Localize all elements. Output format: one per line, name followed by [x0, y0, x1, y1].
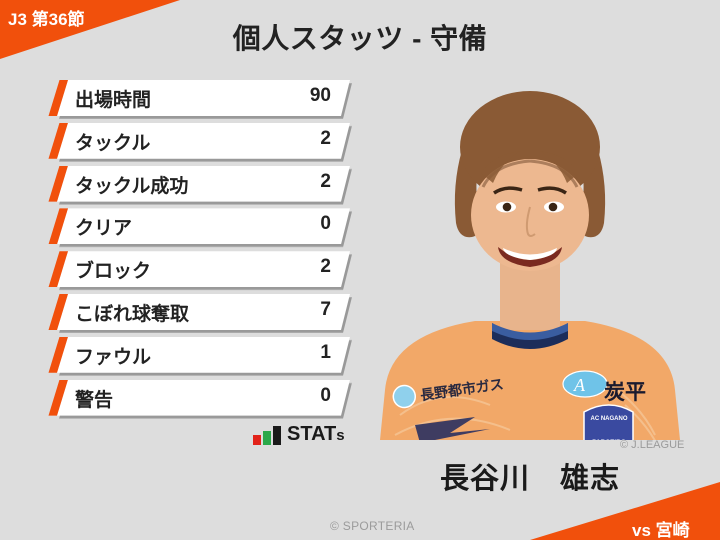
- svg-text:炭平: 炭平: [604, 380, 646, 404]
- svg-text:A: A: [573, 375, 586, 395]
- svg-text:AC NAGANO: AC NAGANO: [591, 416, 628, 422]
